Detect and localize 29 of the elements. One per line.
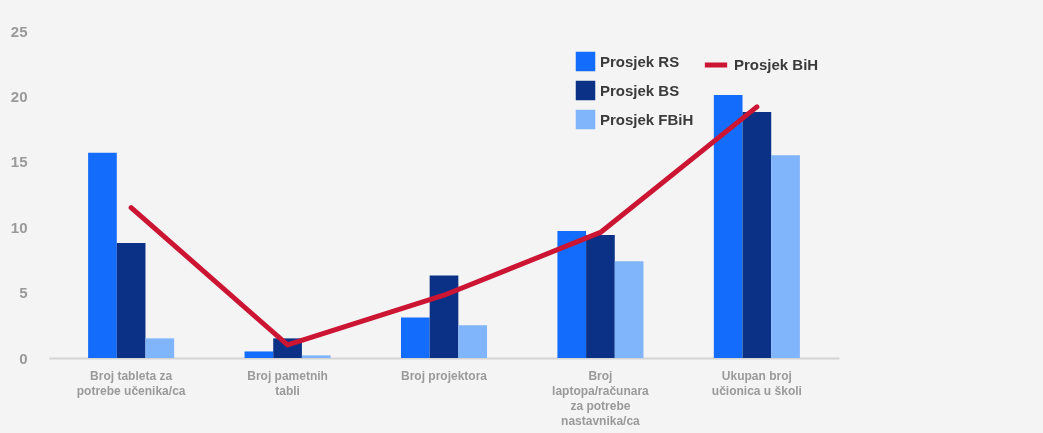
bar: [145, 338, 175, 358]
bar: [88, 152, 117, 358]
x-tick-label: Broj projektora: [400, 368, 488, 383]
bar: [400, 317, 430, 358]
bar: [429, 275, 459, 358]
x-tick-label: Ukupan broj učionica u školi: [711, 368, 802, 398]
bar: [614, 261, 644, 358]
bar: [586, 235, 615, 358]
bar: [116, 242, 146, 358]
bar: [244, 351, 274, 358]
y-tick-label: 0: [19, 349, 28, 367]
y-tick-label: 5: [19, 284, 28, 302]
x-tick-label: Broj pametnih tabli: [247, 368, 328, 398]
bar: [301, 355, 331, 358]
bar: [742, 112, 772, 358]
bar: [557, 231, 587, 358]
x-tick-label: Broj tableta za potrebe učenika/ca: [76, 368, 186, 398]
bar: [458, 325, 488, 358]
y-tick-label: 15: [10, 153, 28, 171]
y-tick-label: 25: [10, 22, 28, 40]
legend-label: Prosjek RS: [600, 52, 680, 70]
y-tick-label: 20: [10, 87, 28, 105]
x-tick-label: Broj laptopa/računara za potrebe nastavnika/ca: [552, 368, 650, 428]
legend-label: Prosjek BS: [600, 81, 680, 99]
legend-label: Prosjek BiH: [734, 56, 819, 73]
bar: [771, 155, 800, 358]
bar: [713, 95, 743, 358]
legend-label: Prosjek FBiH: [600, 110, 694, 128]
y-tick-label: 10: [10, 218, 28, 236]
